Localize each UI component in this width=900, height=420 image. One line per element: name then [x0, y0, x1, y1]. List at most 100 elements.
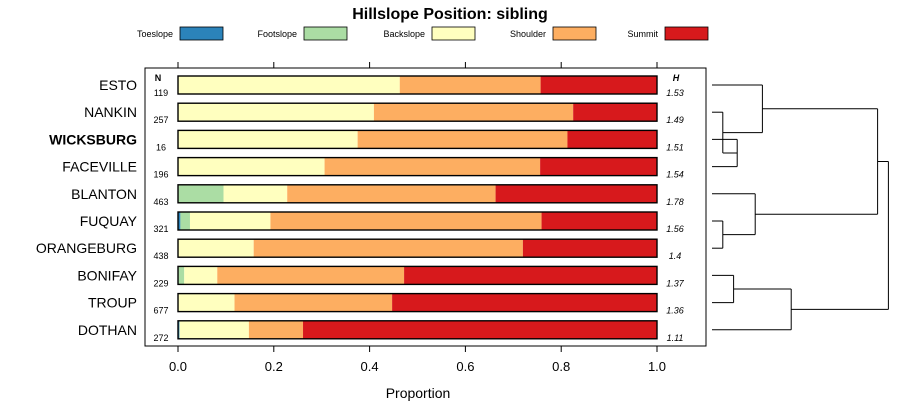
n-value: 438: [153, 251, 168, 261]
category-label: TROUP: [88, 295, 137, 311]
legend: Toeslope Footslope Backslope Shoulder Summit: [137, 26, 709, 41]
category-label: DOTHAN: [78, 322, 137, 338]
x-tick-label: 0.2: [265, 359, 283, 374]
legend-swatch-toeslope: [179, 26, 224, 41]
bar-segment-blanton-footslope: [178, 184, 224, 203]
x-axis-bottom: 0.0 0.2 0.4 0.6 0.8 1.0: [169, 346, 666, 374]
bar-segment-wicksburg-summit: [567, 130, 657, 149]
n-labels: 119 257 16 196 463 321 438 229 677 272: [153, 88, 168, 343]
category-label: BONIFAY: [77, 267, 137, 283]
bar-segment-orangeburg-shoulder: [253, 239, 523, 258]
h-value: 1.11: [667, 333, 684, 343]
bar-outline-faceville: [177, 156, 658, 177]
bar-segment-esto-summit: [540, 76, 657, 94]
bar-segment-nankin-backslope: [178, 103, 374, 122]
bar-segment-fuquay-toeslope: [178, 212, 181, 230]
bar-outline-troup: [177, 292, 658, 313]
bar-segment-troup-summit: [392, 293, 657, 312]
chart-title: Hillslope Position: sibling: [352, 6, 548, 23]
category-label: ORANGEBURG: [36, 240, 137, 256]
h-value: 1.54: [666, 170, 684, 180]
legend-label-backslope: Backslope: [383, 29, 425, 39]
x-tick-label: 1.0: [648, 359, 666, 374]
x-tick-label: 0.6: [456, 359, 474, 374]
h-value: 1.78: [666, 197, 684, 207]
bar-outline-blanton: [177, 184, 658, 204]
bar-segment-wicksburg-backslope: [178, 130, 358, 149]
bar-segment-blanton-summit: [495, 184, 657, 203]
bar-segment-orangeburg-backslope: [178, 239, 254, 258]
n-value: 257: [153, 115, 168, 125]
legend-swatch-summit: [664, 26, 709, 41]
n-value: 272: [153, 333, 168, 343]
category-label: NANKIN: [84, 104, 137, 120]
n-value: 463: [153, 197, 168, 207]
h-value: 1.4: [669, 251, 682, 261]
bar-segment-faceville-backslope: [178, 157, 325, 176]
legend-swatch-shoulder: [552, 26, 597, 41]
category-label: FUQUAY: [80, 213, 138, 229]
n-value: 196: [153, 170, 168, 180]
bar-segment-nankin-summit: [573, 103, 657, 122]
bars: [177, 75, 658, 340]
bar-segment-fuquay-backslope: [189, 212, 271, 230]
h-labels: 1.53 1.49 1.51 1.54 1.78 1.56 1.4 1.37 1.36 1.11: [666, 88, 685, 343]
n-column-header: N: [155, 73, 162, 83]
bar-segment-wicksburg-shoulder: [357, 130, 568, 149]
plot-frame: [144, 67, 707, 347]
legend-label-toeslope: Toeslope: [137, 29, 173, 39]
bar-segment-fuquay-summit: [541, 212, 657, 230]
h-value: 1.56: [666, 224, 684, 234]
legend-swatch-footslope: [303, 26, 348, 41]
legend-label-footslope: Footslope: [257, 29, 297, 39]
bar-segment-bonifay-footslope: [178, 266, 185, 285]
h-value: 1.53: [666, 88, 684, 98]
bar-outline-dothan: [177, 320, 658, 340]
bar-segment-dothan-backslope: [179, 320, 249, 339]
n-value: 321: [153, 224, 168, 234]
bar-outline-orangeburg: [177, 238, 658, 258]
h-value: 1.51: [666, 142, 684, 152]
n-value: 229: [153, 278, 168, 288]
bar-segment-esto-shoulder: [399, 76, 541, 94]
legend-label-shoulder: Shoulder: [510, 29, 546, 39]
bar-segment-faceville-shoulder: [324, 157, 541, 176]
x-tick-label: 0.8: [552, 359, 570, 374]
h-column-header: H: [673, 73, 680, 83]
bar-segment-orangeburg-summit: [522, 239, 657, 258]
category-label: BLANTON: [71, 186, 137, 202]
h-value: 1.36: [666, 306, 684, 316]
bar-outline-nankin: [177, 102, 658, 122]
category-label: WICKSBURG: [49, 131, 137, 147]
bar-segment-esto-backslope: [178, 76, 400, 94]
bar-segment-fuquay-footslope: [180, 212, 190, 230]
bar-segment-blanton-shoulder: [287, 184, 496, 203]
bar-segment-bonifay-shoulder: [217, 266, 405, 285]
bar-outline-esto: [177, 75, 658, 95]
bar-segment-troup-backslope: [178, 293, 235, 312]
x-axis-label: Proportion: [386, 385, 451, 401]
n-value: 16: [156, 142, 166, 152]
bar-segment-dothan-shoulder: [248, 320, 304, 339]
bar-segment-troup-shoulder: [234, 293, 393, 312]
legend-label-summit: Summit: [627, 29, 658, 39]
bar-outline-bonifay: [177, 265, 658, 286]
x-axis-top: [177, 62, 658, 68]
legend-swatch-backslope: [431, 26, 476, 41]
h-value: 1.49: [666, 115, 684, 125]
bar-outline-wicksburg: [177, 129, 658, 150]
bar-segment-bonifay-summit: [404, 266, 657, 285]
bar-segment-fuquay-shoulder: [270, 212, 542, 230]
bar-segment-blanton-backslope: [223, 184, 288, 203]
x-tick-label: 0.4: [361, 359, 379, 374]
n-value: 677: [153, 306, 168, 316]
bar-segment-dothan-summit: [303, 320, 657, 339]
bar-segment-faceville-summit: [540, 157, 657, 176]
bar-segment-dothan-toeslope: [178, 320, 180, 339]
category-label: FACEVILLE: [62, 159, 137, 175]
category-labels: ESTO NANKIN WICKSBURG FACEVILLE BLANTON FUQUA…: [36, 77, 138, 338]
h-value: 1.37: [666, 278, 685, 288]
bar-segment-bonifay-backslope: [184, 266, 218, 285]
category-label: ESTO: [99, 77, 137, 93]
